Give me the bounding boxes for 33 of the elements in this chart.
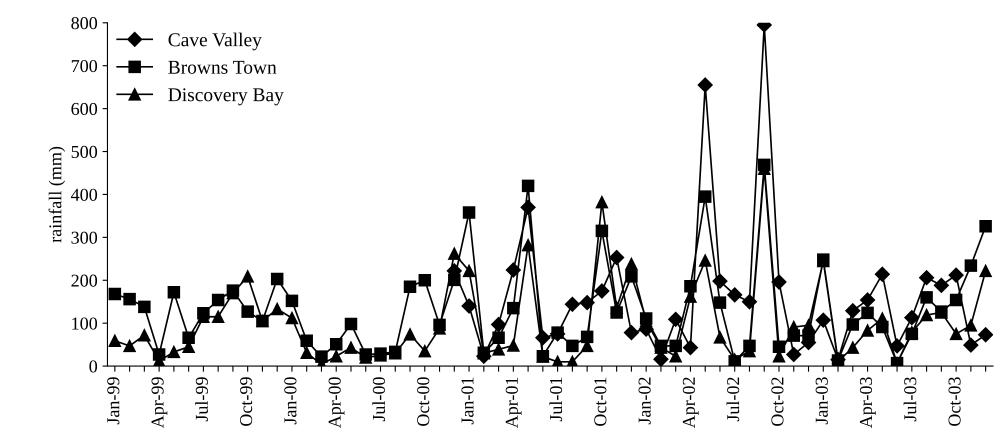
x-tick-label: Jul-01 xyxy=(549,378,562,422)
x-tick-label: Jul-03 xyxy=(904,377,916,422)
y-tick-label: 300 xyxy=(72,232,98,244)
y-tick-label: 400 xyxy=(71,188,98,201)
x-tick-label: Jul-99 xyxy=(195,377,208,422)
x-tick-label: Oct-03 xyxy=(948,377,961,426)
x-tick-label: Apr-03 xyxy=(860,377,876,428)
x-tick-label: Apr-99 xyxy=(152,377,168,428)
x-tick-label: Jul-02 xyxy=(726,378,740,422)
legend-label: Cave Valley xyxy=(168,32,262,50)
x-tick-label: Jan-03 xyxy=(816,377,828,424)
y-tick-label: 700 xyxy=(72,60,98,72)
x-tick-label: Apr-01 xyxy=(506,378,522,428)
x-tick-label: Jul-00 xyxy=(372,377,386,422)
x-tick-label: Apr-02 xyxy=(682,378,699,428)
y-tick-label: 100 xyxy=(72,317,98,330)
x-tick-label: Jan-02 xyxy=(638,378,651,424)
x-tick-label: Apr-00 xyxy=(328,377,344,428)
y-tick-label: 0 xyxy=(89,360,98,373)
y-tick-label: 600 xyxy=(71,102,98,116)
legend-label: Discovery Bay xyxy=(168,88,284,106)
legend-label: Browns Town xyxy=(168,60,276,74)
x-tick-label: Oct-02 xyxy=(771,378,784,426)
y-tick-label: 200 xyxy=(71,274,98,287)
y-tick-label: 500 xyxy=(72,146,98,158)
y-axis-title: rainfall (mm) xyxy=(48,146,66,242)
x-tick-label: Jan-00 xyxy=(284,377,296,424)
x-tick-label: Oct-01 xyxy=(594,378,606,426)
x-tick-label: Jan-01 xyxy=(461,378,474,424)
x-tick-label: Jan-99 xyxy=(107,377,120,424)
x-tick-label: Oct-00 xyxy=(417,377,430,426)
y-tick-label: 800 xyxy=(71,17,98,30)
x-tick-label: Oct-99 xyxy=(240,377,252,426)
